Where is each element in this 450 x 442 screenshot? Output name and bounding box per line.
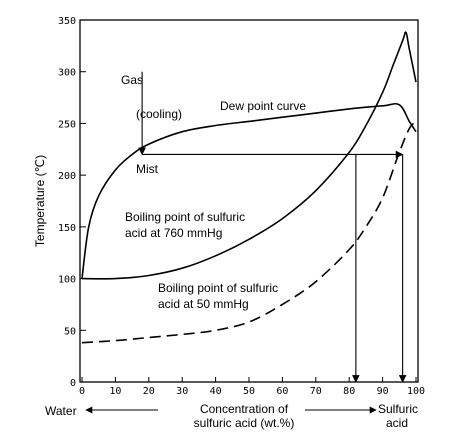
x-tick-label: 60 — [276, 386, 288, 397]
annotation-dew-point: Dew point curve — [220, 99, 306, 113]
series-line-dew — [81, 102, 417, 279]
x-axis-title-line1: Concentration of — [200, 402, 289, 416]
y-tick-label: 150 — [58, 223, 76, 234]
y-tick-label: 100 — [58, 275, 76, 286]
x-tick-label: 30 — [176, 386, 188, 397]
annotation-mist: Mist — [136, 162, 159, 176]
x-tick-label: 10 — [109, 386, 121, 397]
y-axis-title: Temperature (℃) — [33, 155, 47, 247]
y-axis-ticks: 0 50 100 150 200 250 300 350 — [58, 16, 86, 389]
guide-layer — [138, 71, 407, 383]
x-tick-label: 40 — [210, 386, 222, 397]
x-tick-label: 50 — [243, 386, 255, 397]
y-tick-label: 200 — [58, 171, 76, 182]
annotation-bp760-line2: acid at 760 mmHg — [125, 226, 222, 240]
y-tick-label: 350 — [58, 16, 76, 27]
x-axis-title-line2: sulfuric acid (wt.%) — [194, 416, 295, 430]
y-tick-label: 300 — [58, 68, 76, 79]
annotation-gas: Gas — [121, 73, 143, 87]
annotation-cooling: (cooling) — [136, 107, 182, 121]
x-tick-label: 80 — [343, 386, 355, 397]
x-axis-ticks: 0 10 20 30 40 50 60 70 80 90 100 — [79, 377, 425, 397]
x-tick-label: 70 — [310, 386, 322, 397]
sulfuric-acid-label-line2: acid — [386, 416, 408, 430]
y-tick-label: 50 — [64, 326, 76, 337]
x-tick-label: 100 — [407, 386, 425, 397]
x-tick-label: 90 — [377, 386, 389, 397]
annotation-bp50-line1: Boiling point of sulfuric — [158, 281, 278, 295]
water-label: Water — [45, 404, 77, 418]
series-line-bp760 — [81, 31, 417, 280]
x-tick-label: 20 — [143, 386, 155, 397]
sulfuric-acid-label-line1: Sulfuric — [378, 402, 418, 416]
y-tick-label: 0 — [70, 378, 76, 389]
annotation-bp50-line2: acid at 50 mmHg — [158, 297, 249, 311]
y-tick-label: 250 — [58, 119, 76, 130]
x-tick-label: 0 — [79, 386, 85, 397]
annotation-bp760-line1: Boiling point of sulfuric — [125, 210, 245, 224]
